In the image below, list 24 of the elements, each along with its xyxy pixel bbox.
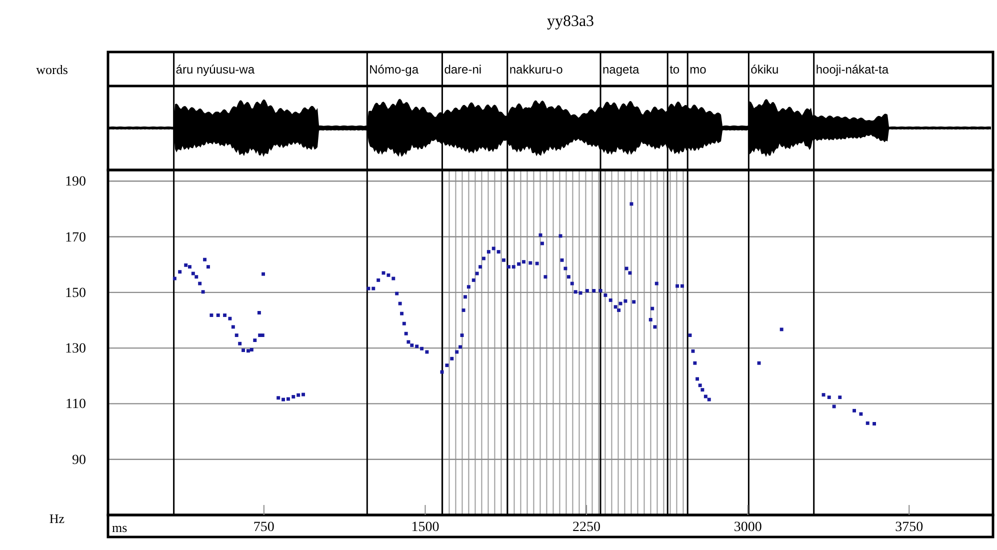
y-tick-label: 170 [65,230,86,246]
x-tick-label: 3000 [734,520,762,535]
text: words [36,62,68,77]
y-axis-title: Hz [49,511,65,526]
x-tick-label: 750 [253,520,274,535]
ref-line-label: ókiku [750,62,779,76]
ref-line-label: to [670,62,680,76]
y-tick-label: 130 [65,342,86,357]
y-tick-label: 150 [65,286,86,301]
x-tick-label: 3750 [895,520,924,535]
ref-line-label: mo [690,62,707,76]
x-tick-label: 2250 [572,520,601,535]
chart-title: yy83a3 [546,13,594,30]
y-tick-label: 110 [66,397,86,412]
ref-line-label: nakkuru-o [509,62,564,76]
ref-line-label: áru nyúusu-wa [176,62,255,76]
x-tick-label: 1500 [411,520,440,535]
ref-line-label: Nómo-ga [369,62,419,76]
ref-line-label: nageta [602,62,640,76]
x-axis-title: ms [112,520,128,535]
ref-line-label: hooji-nákat-ta [816,62,889,76]
ref-line-label: dare-ni [444,62,482,76]
y-tick-label: 90 [72,452,86,468]
y-tick-label: 190 [65,174,86,190]
